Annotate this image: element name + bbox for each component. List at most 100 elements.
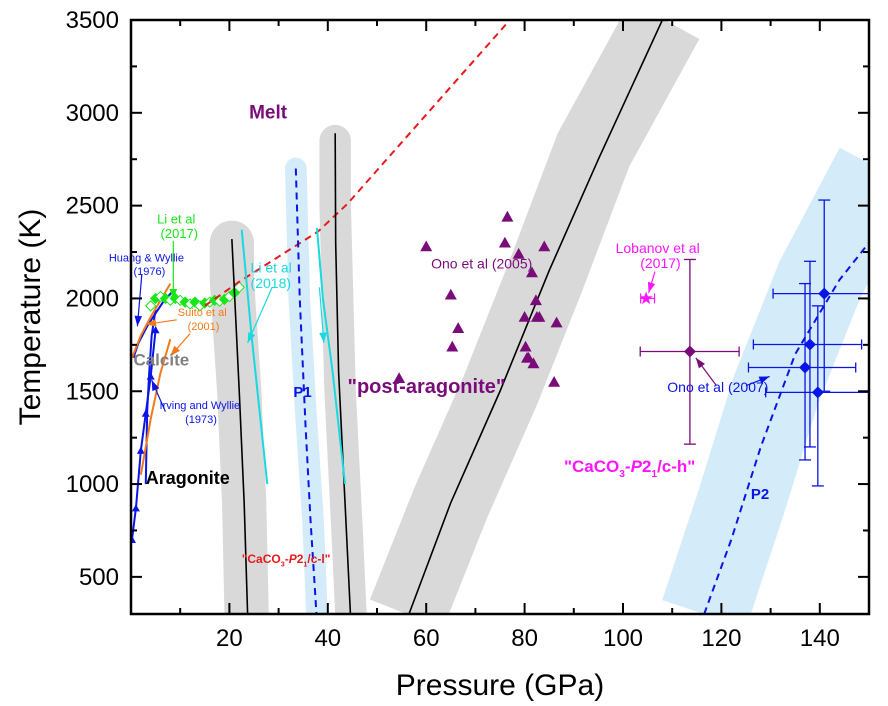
annotation-text: -: [625, 457, 631, 476]
data-point: [141, 409, 150, 417]
x-tick-label: 20: [216, 625, 243, 652]
annotation-label: (1976): [133, 266, 165, 278]
annotation-label: Ono et al (2005): [431, 256, 532, 272]
data-point: [131, 504, 140, 512]
data-point: [799, 361, 812, 374]
annotation-text: (1976): [133, 266, 165, 278]
plot-frame: [129, 18, 871, 616]
annotation-text: Huang & Wyllie: [109, 252, 184, 264]
annotation-text: (2018): [251, 275, 291, 291]
y-axis-title: Temperature (K): [14, 209, 47, 426]
data-point: [818, 287, 831, 300]
x-tick-label: 80: [511, 625, 538, 652]
annotation-text: -: [285, 552, 289, 566]
annotation-text: P: [289, 552, 298, 566]
annotation-label: (2017): [161, 226, 199, 241]
annotation-arrow: [134, 274, 143, 327]
annotation-label: (2017): [640, 255, 680, 271]
annotation-label: Suito et al: [178, 307, 227, 319]
x-tick-label: 40: [314, 625, 341, 652]
annotation-text: Li et al: [157, 211, 195, 226]
annotation-arrow: [145, 319, 177, 327]
series-line: [408, 20, 664, 614]
x-tick-label: 140: [800, 625, 840, 652]
data-point: [393, 372, 406, 384]
arrow-head: [134, 315, 143, 327]
data-point: [233, 281, 245, 294]
annotation-text: (2001): [188, 321, 220, 333]
annotation-text: Irving and Wyllie: [160, 400, 241, 412]
annotation-arrow: [151, 379, 166, 412]
arrow-head: [247, 332, 256, 343]
y-tick-label: 2500: [66, 193, 119, 220]
series-li-et-al-2018-right: [315, 227, 347, 485]
series-post-aragonite-p21c-h-boundary: [408, 20, 664, 614]
data-point: [525, 266, 538, 278]
arrow-head: [151, 380, 160, 392]
annotation-label: Li et al: [251, 259, 292, 275]
annotation-arrow: [647, 271, 656, 294]
data-point: [803, 338, 816, 351]
series-li-et-al-2017-: [144, 281, 245, 312]
annotation-label: (2001): [188, 321, 220, 333]
series-p21c-l-post-aragonite-boundary: [334, 133, 352, 614]
series-p1: [294, 168, 318, 614]
annotation-text: "CaCO: [242, 552, 281, 566]
series-line: [144, 309, 157, 485]
annotation-text: Suito et al: [178, 307, 227, 319]
subscript: 1: [303, 560, 307, 569]
series-ono-et-al-2007-purple: [639, 258, 740, 445]
series-line: [131, 329, 157, 540]
series-line: [139, 338, 172, 475]
arrow-head: [170, 345, 181, 356]
data-series: [131, 20, 869, 614]
band-4: [662, 147, 869, 614]
data-point: [527, 357, 540, 369]
annotations: MeltCalciteAragonite"post-aragonite"P1P2…: [109, 102, 769, 568]
data-point: [548, 375, 561, 387]
y-tick-label: 3000: [66, 100, 119, 127]
annotation-arrow: [169, 240, 178, 300]
annotation-label: Irving and Wyllie: [160, 400, 241, 412]
annotation-text: 2: [297, 552, 304, 566]
series-p2: [703, 242, 869, 614]
x-axis-title: Pressure (GPa): [396, 669, 604, 702]
annotation-arrow: [745, 375, 770, 387]
data-point: [151, 325, 160, 334]
data-point: [498, 236, 511, 248]
data-point: [501, 210, 514, 222]
x-tick-label: 120: [701, 625, 741, 652]
annotation-text: Aragonite: [146, 468, 230, 488]
x-tick-label: 60: [413, 625, 440, 652]
series-suito-et-al-2001-2: [139, 338, 172, 475]
annotation-arrow: [169, 333, 191, 357]
data-point: [444, 288, 457, 300]
series-line: [334, 133, 352, 614]
y-tick-label: 1500: [66, 378, 119, 405]
annotation-label: Huang & Wyllie: [109, 252, 184, 264]
series-ono-et-al-2007-: [747, 199, 869, 487]
annotation-text: Ono et al (2007): [667, 379, 768, 395]
annotation-text: /c-h": [657, 457, 695, 476]
annotation-arrow: [247, 287, 273, 344]
annotation-text: P: [631, 457, 643, 476]
data-point: [550, 316, 563, 328]
data-point: [452, 322, 465, 333]
arrow-head: [758, 376, 770, 384]
data-point: [811, 386, 824, 399]
series-lobanov-et-al-2017-: [639, 291, 656, 305]
subscript: 3: [281, 560, 285, 569]
data-point: [146, 372, 155, 380]
series-ono-et-al-2005-: [393, 210, 563, 387]
y-tick-label: 1000: [66, 471, 119, 498]
data-point: [519, 340, 532, 352]
arrow-head: [169, 289, 178, 300]
arrow-head: [695, 357, 706, 369]
data-point: [518, 311, 531, 322]
annotation-label: "post-aragonite": [347, 376, 505, 398]
annotation-label: "CaCO3-P21/c-l": [242, 552, 331, 569]
annotation-text: P1: [293, 384, 311, 401]
annotation-text: Melt: [249, 102, 288, 123]
series-line: [294, 168, 318, 614]
